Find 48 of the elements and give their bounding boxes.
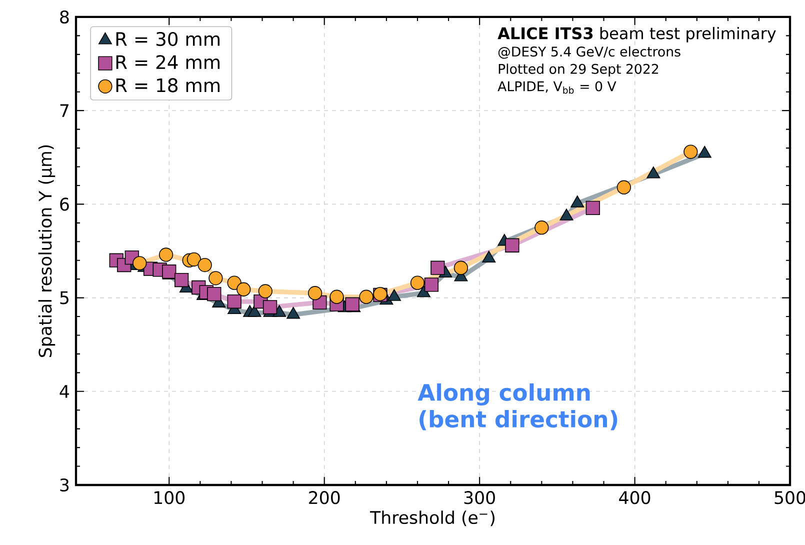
point (236, 282, 251, 296)
point (207, 286, 222, 302)
point (616, 180, 631, 194)
y-axis-title: Spatial resolution Y (µm) (38, 145, 56, 357)
point (359, 290, 374, 304)
point (227, 294, 242, 309)
point (534, 220, 549, 235)
x-tick-label: 300 (464, 491, 495, 504)
annotation: Along column (418, 383, 590, 406)
point (505, 238, 520, 252)
annotation: ALICE ITS3 beam test preliminary (498, 26, 776, 42)
point (330, 290, 344, 304)
point (410, 276, 425, 290)
point (684, 144, 698, 159)
point (158, 248, 174, 262)
y-tick-label: 6 (60, 198, 69, 211)
point (424, 278, 439, 292)
x-tick-label: 400 (619, 491, 650, 504)
legend-label: R = 24 mm (116, 55, 220, 69)
annotation: @DESY 5.4 GeV/c electrons (498, 46, 680, 59)
point (186, 252, 202, 266)
point (174, 272, 189, 288)
point (132, 256, 147, 270)
point (586, 200, 600, 216)
point (454, 260, 468, 275)
legend-label: R = 18 mm (116, 78, 220, 92)
point (227, 276, 242, 290)
point (162, 264, 176, 279)
point (262, 300, 278, 314)
point (258, 284, 272, 298)
point (208, 271, 223, 286)
x-tick-label: 200 (309, 491, 340, 504)
y-tick-label: 5 (60, 291, 68, 304)
point (198, 258, 212, 272)
x-axis-title: Threshold (e$^{−}$) (370, 510, 494, 526)
x-tick-label: 100 (154, 491, 185, 504)
legend-label: R = 30 mm (116, 32, 220, 46)
annotation: ALPIDE, V$_{bb}$ = 0 V (498, 81, 616, 94)
x-tick-label: 500 (774, 491, 805, 504)
y-tick-label: 7 (60, 104, 68, 117)
y-tick-label: 3 (60, 478, 69, 492)
annotation: (bent direction) (420, 410, 618, 430)
annotation: Plotted on 29 Sept 2022 (498, 64, 658, 77)
y-tick-label: 8 (60, 10, 69, 24)
point (345, 297, 360, 312)
y-tick-label: 4 (60, 385, 69, 398)
point (308, 286, 322, 300)
point (430, 260, 445, 275)
